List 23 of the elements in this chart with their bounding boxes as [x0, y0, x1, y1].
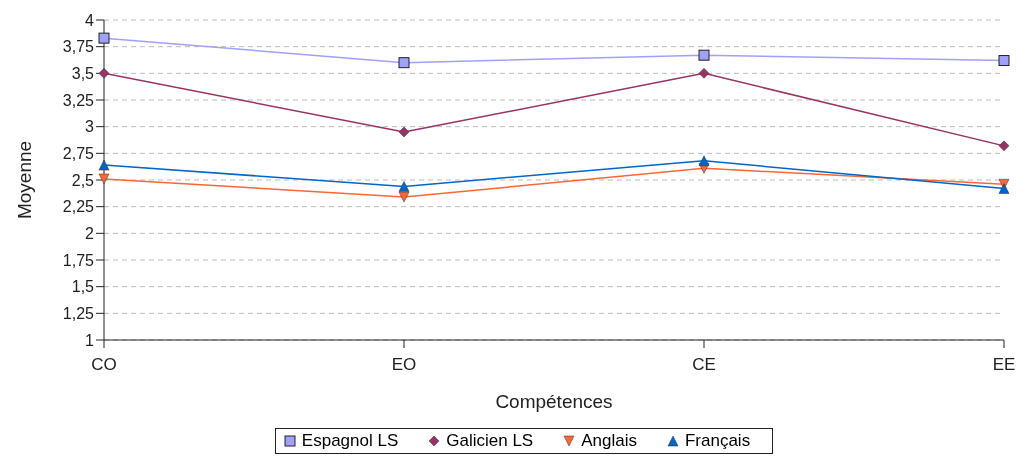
y-tick-label: 1,75: [62, 251, 95, 269]
y-tick-label: 3: [85, 118, 95, 136]
x-tick-label: CO: [91, 355, 117, 375]
y-tick-label: 3,75: [62, 38, 95, 56]
y-tick-label: 1: [85, 331, 95, 349]
y-tick-label: 3,5: [71, 65, 95, 83]
y-tick-label: 2,5: [71, 171, 95, 189]
y-tick-label: 4: [85, 11, 95, 29]
legend-label: Anglais: [581, 431, 637, 451]
legend-label: Espagnol LS: [301, 431, 399, 451]
y-tick-label: 1,25: [62, 305, 95, 323]
x-tick-label: EE: [992, 355, 1016, 375]
legend-label: Français: [684, 431, 751, 451]
y-tick-label: 2,75: [62, 145, 95, 163]
y-tick-label: 2: [85, 225, 95, 243]
y-axis-title: Moyenne: [13, 140, 35, 220]
x-tick-label: CE: [692, 355, 716, 375]
y-tick-label: 3,25: [62, 91, 95, 109]
legend-label: Galicien LS: [446, 431, 534, 451]
y-tick-label: 1,5: [71, 278, 95, 296]
x-tick-label: EO: [391, 355, 417, 375]
x-axis-title: Compétences: [495, 391, 613, 412]
y-tick-label: 2,25: [62, 198, 95, 216]
